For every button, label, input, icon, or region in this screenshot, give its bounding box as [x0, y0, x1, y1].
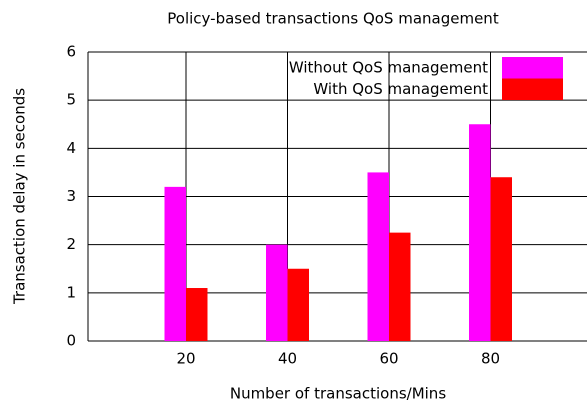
bar — [367, 172, 389, 341]
x-tick-label: 20 — [176, 350, 195, 368]
y-tick-label: 2 — [66, 235, 76, 253]
bar — [490, 177, 512, 341]
bar — [389, 232, 411, 341]
bar — [164, 186, 186, 341]
bar — [186, 288, 208, 341]
y-tick-label: 0 — [66, 332, 76, 350]
y-tick-label: 4 — [66, 139, 76, 157]
chart-title: Policy-based transactions QoS management — [167, 10, 499, 28]
bar — [469, 124, 491, 341]
legend-label: With QoS management — [313, 80, 488, 98]
bar — [287, 268, 309, 341]
legend-swatch — [502, 78, 563, 100]
y-tick-label: 5 — [66, 91, 76, 109]
y-tick-label: 6 — [66, 43, 76, 61]
y-tick-label: 1 — [66, 283, 76, 301]
y-axis-label: Transaction delay in seconds — [11, 88, 29, 305]
legend-label: Without QoS management — [289, 59, 488, 77]
y-tick-label: 3 — [66, 187, 76, 205]
x-axis-label: Number of transactions/Mins — [230, 385, 446, 403]
x-tick-label: 80 — [481, 350, 500, 368]
x-tick-label: 40 — [278, 350, 297, 368]
legend-swatch — [502, 57, 563, 79]
x-tick-label: 60 — [379, 350, 398, 368]
bar — [266, 244, 288, 341]
